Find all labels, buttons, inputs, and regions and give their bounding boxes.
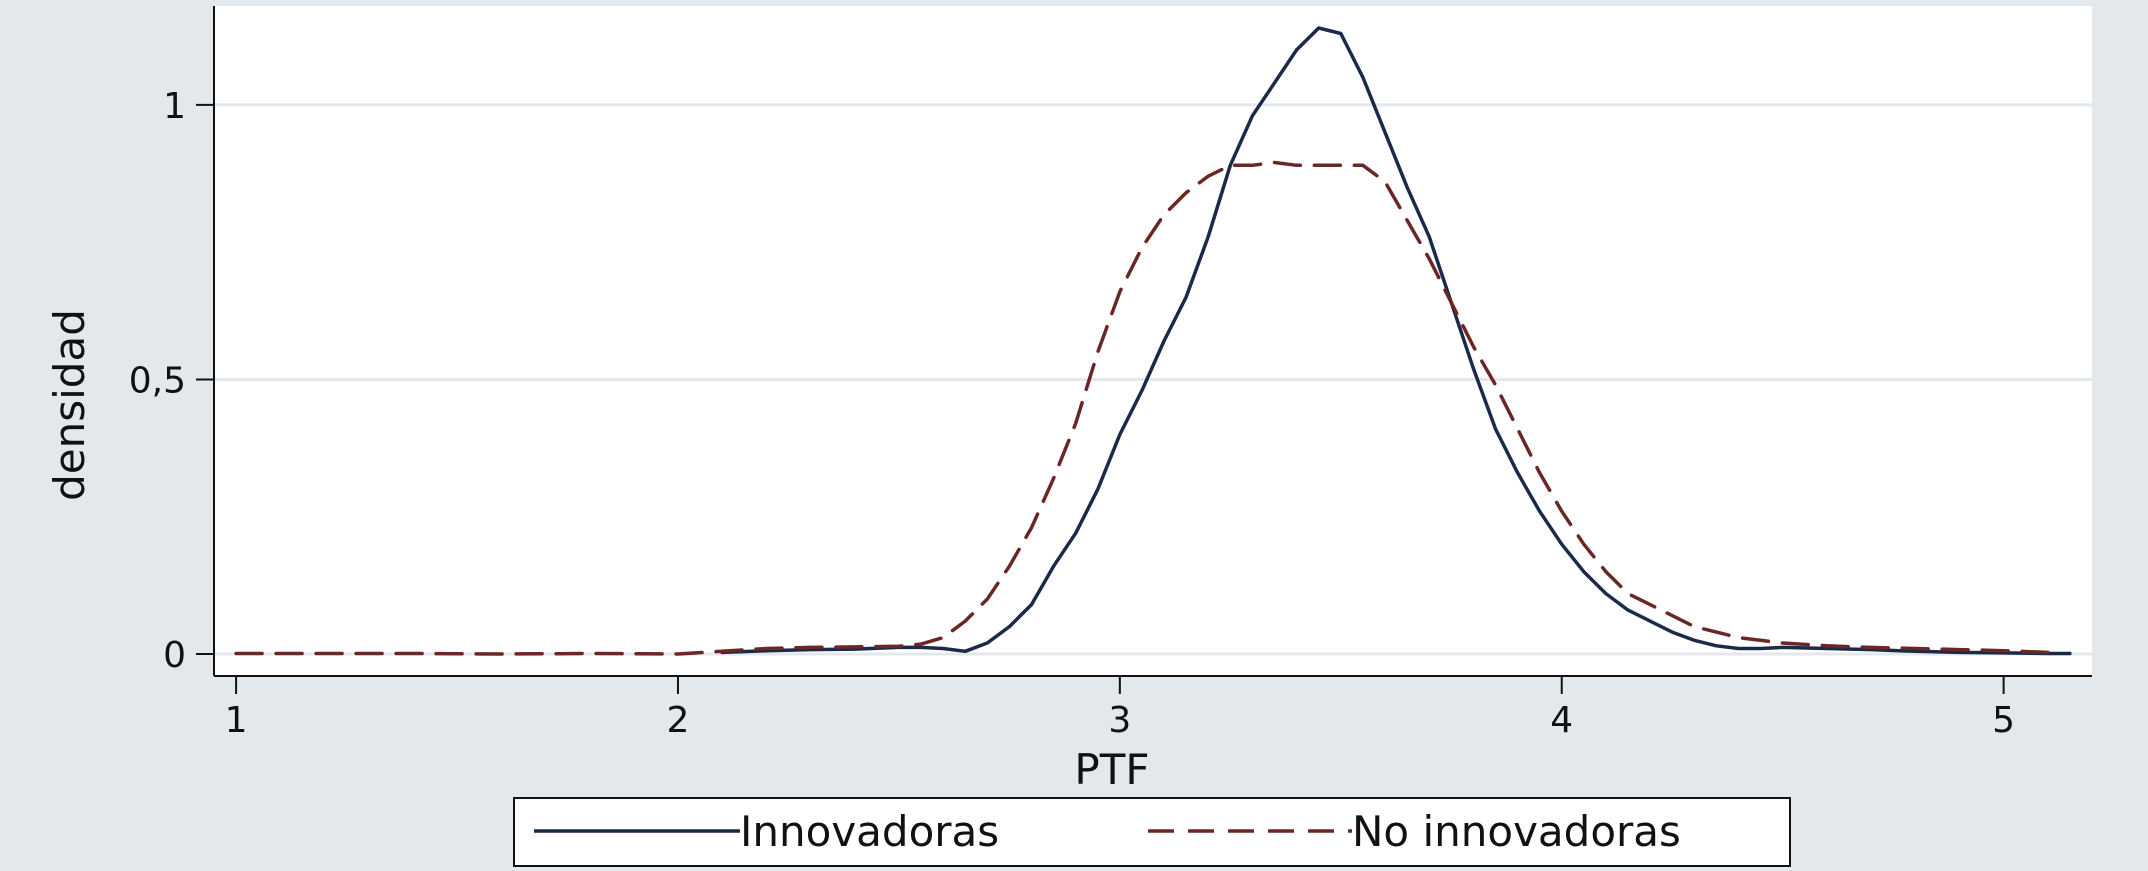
y-tick-label-1: 0,5	[129, 360, 186, 401]
x-tick-label-0: 1	[225, 700, 248, 741]
legend: Innovadoras No innovadoras	[513, 797, 1791, 867]
y-tick-label-2: 1	[163, 86, 186, 127]
legend-label-no-innovadoras: No innovadoras	[1352, 807, 1681, 856]
axes	[213, 6, 2092, 677]
x-tick-label-3: 4	[1550, 700, 1573, 741]
tick-marks: 0 0,5 1 1 2 3 4 5	[129, 86, 2015, 741]
x-tick-label-1: 2	[667, 700, 690, 741]
y-tick-label-0: 0	[163, 635, 186, 676]
series-line-innovadoras	[720, 26, 2072, 656]
y-axis-title: densidad	[45, 309, 94, 501]
plot-area	[214, 6, 2092, 676]
series-lines	[234, 26, 2072, 656]
legend-label-innovadoras: Innovadoras	[740, 807, 999, 856]
x-axis-title: PTF	[1074, 745, 1149, 794]
x-tick-label-2: 3	[1108, 700, 1131, 741]
series-line-no-innovadoras	[234, 160, 2050, 656]
x-tick-label-4: 5	[1992, 700, 2015, 741]
